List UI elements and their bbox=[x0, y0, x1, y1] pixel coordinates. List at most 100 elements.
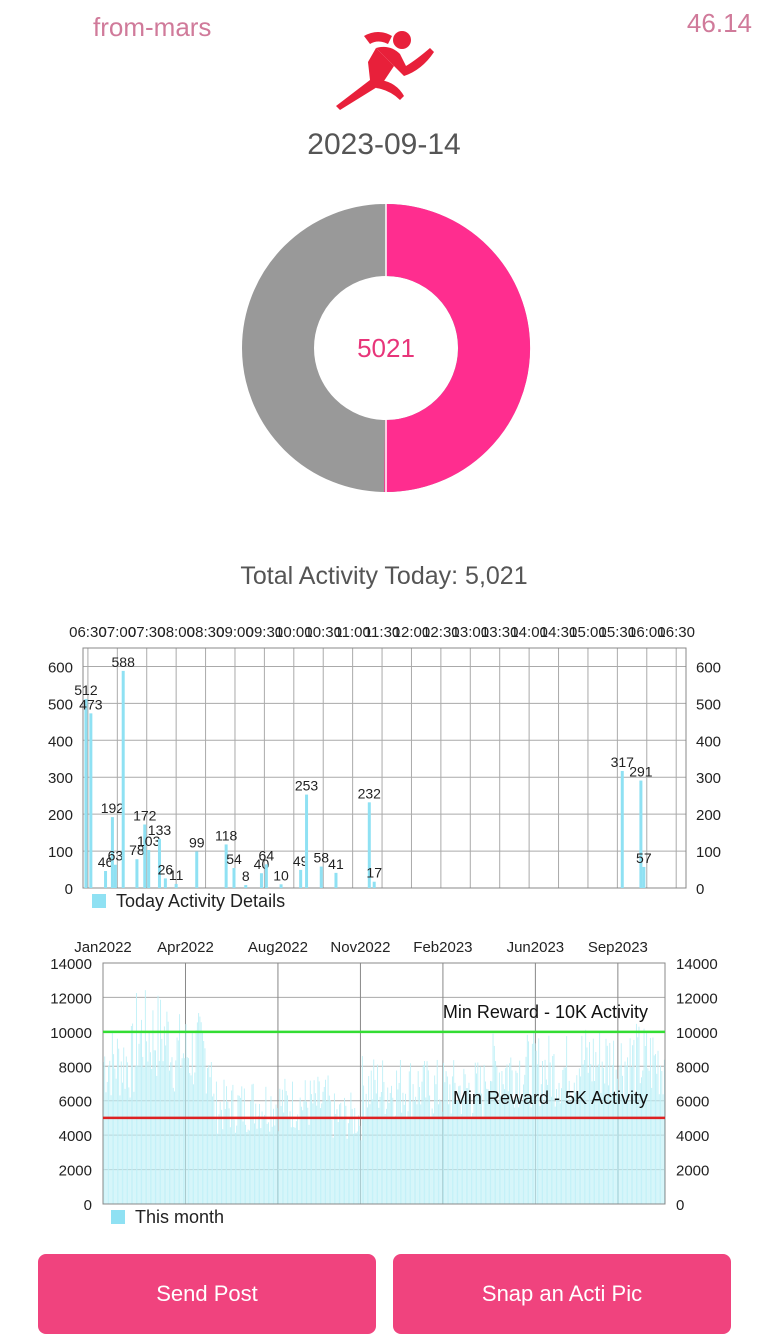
daily-activity-bar bbox=[627, 1057, 629, 1204]
daily-activity-bar bbox=[144, 990, 146, 1204]
activity-bar bbox=[84, 698, 88, 888]
daily-activity-bar bbox=[557, 1098, 559, 1204]
daily-activity-bar bbox=[161, 1038, 163, 1204]
bar-value-label: 588 bbox=[112, 654, 136, 670]
daily-activity-bar bbox=[143, 1067, 145, 1204]
activity-bar bbox=[334, 872, 338, 888]
daily-activity-bar bbox=[450, 1113, 452, 1204]
activity-bar bbox=[264, 864, 268, 888]
daily-activity-bar bbox=[254, 1123, 255, 1204]
daily-activity-bar bbox=[554, 1106, 556, 1204]
send-post-button[interactable]: Send Post bbox=[38, 1254, 376, 1334]
daily-activity-bar bbox=[629, 1038, 631, 1204]
activity-bar bbox=[135, 859, 139, 888]
daily-activity-bar bbox=[421, 1081, 423, 1204]
activity-bar bbox=[157, 838, 161, 888]
daily-activity-bar bbox=[553, 1054, 555, 1204]
snap-acti-pic-button[interactable]: Snap an Acti Pic bbox=[393, 1254, 731, 1334]
x-tick-label: 08:00 bbox=[157, 624, 195, 641]
daily-activity-bar bbox=[484, 1081, 486, 1204]
daily-activity-bar bbox=[516, 1072, 518, 1204]
daily-activity-bar bbox=[299, 1097, 301, 1204]
daily-activity-bar bbox=[542, 1060, 543, 1204]
runner-icon bbox=[336, 31, 434, 110]
daily-activity-bar bbox=[398, 1082, 400, 1204]
daily-activity-bar bbox=[226, 1086, 227, 1204]
daily-activity-bar bbox=[124, 1088, 126, 1204]
y-tick-label-left: 0 bbox=[65, 881, 73, 898]
bar-value-label: 291 bbox=[629, 764, 653, 780]
daily-activity-bar bbox=[341, 1116, 343, 1204]
daily-activity-bar bbox=[232, 1084, 234, 1204]
x-tick-label: 08:30 bbox=[187, 624, 225, 641]
daily-activity-bar bbox=[213, 1093, 215, 1204]
daily-activity-bar bbox=[430, 1116, 432, 1204]
activity-bar bbox=[279, 884, 283, 888]
daily-activity-bar bbox=[361, 1056, 363, 1204]
daily-activity-bar bbox=[434, 1075, 436, 1204]
daily-activity-bar bbox=[219, 1101, 221, 1204]
daily-activity-bar bbox=[597, 1064, 599, 1204]
daily-activity-bar bbox=[331, 1119, 333, 1204]
daily-activity-bar bbox=[663, 1059, 665, 1204]
daily-activity-bar bbox=[290, 1127, 292, 1204]
daily-activity-bar bbox=[132, 1023, 134, 1204]
daily-activity-bar bbox=[247, 1129, 249, 1204]
y-tick-label-right: 200 bbox=[696, 807, 721, 824]
daily-activity-bar bbox=[271, 1126, 273, 1204]
daily-activity-bar bbox=[137, 1065, 139, 1204]
daily-activity-bar bbox=[539, 1106, 541, 1204]
daily-activity-bar bbox=[354, 1108, 356, 1204]
daily-activity-bar bbox=[495, 1061, 497, 1204]
bar-value-label: 172 bbox=[133, 807, 157, 823]
y-tick-label-right: 300 bbox=[696, 770, 721, 787]
daily-activity-bar bbox=[104, 1056, 106, 1204]
username: from-mars bbox=[93, 12, 212, 42]
daily-activity-bar bbox=[594, 1081, 596, 1204]
daily-activity-bar bbox=[550, 1096, 552, 1204]
daily-activity-bar bbox=[218, 1114, 220, 1204]
daily-activity-bar bbox=[658, 1094, 660, 1204]
daily-activity-bar bbox=[285, 1090, 287, 1204]
daily-activity-bar bbox=[458, 1086, 460, 1204]
x-tick-label: Apr2022 bbox=[157, 939, 214, 956]
daily-activity-bar bbox=[547, 1084, 549, 1204]
daily-activity-bar bbox=[582, 1064, 584, 1204]
daily-activity-bar bbox=[600, 1092, 602, 1204]
daily-activity-bar bbox=[416, 1104, 418, 1204]
x-tick-label: 06:30 bbox=[69, 624, 107, 641]
daily-activity-bar bbox=[380, 1092, 382, 1204]
daily-activity-bar bbox=[472, 1112, 474, 1204]
daily-activity-bar bbox=[505, 1068, 507, 1204]
legend-swatch bbox=[92, 894, 106, 908]
y-tick-label-right: 0 bbox=[676, 1197, 684, 1214]
daily-activity-bar bbox=[157, 995, 159, 1204]
daily-activity-bar bbox=[346, 1138, 348, 1204]
daily-activity-bar bbox=[123, 1047, 125, 1204]
daily-activity-bar bbox=[651, 1087, 653, 1204]
daily-activity-bar bbox=[260, 1128, 262, 1204]
daily-activity-bar bbox=[214, 1119, 216, 1204]
daily-activity-bar bbox=[610, 1093, 612, 1204]
daily-activity-bar bbox=[155, 1050, 156, 1204]
x-tick-label: 11:00 bbox=[334, 624, 370, 641]
bar-value-label: 99 bbox=[189, 834, 205, 850]
daily-activity-bar bbox=[633, 1039, 635, 1204]
daily-activity-bar bbox=[222, 1129, 224, 1204]
daily-activity-bar bbox=[561, 1088, 563, 1204]
daily-activity-bar bbox=[288, 1116, 290, 1204]
bar-value-label: 26 bbox=[158, 861, 174, 877]
x-tick-label: Feb2023 bbox=[413, 939, 472, 956]
daily-activity-bar bbox=[661, 1070, 663, 1204]
daily-activity-bar bbox=[370, 1070, 372, 1204]
daily-activity-bar bbox=[473, 1097, 475, 1204]
activity-bar bbox=[113, 864, 117, 888]
daily-activity-bar bbox=[185, 1024, 187, 1204]
daily-activity-bar bbox=[463, 1068, 465, 1204]
daily-activity-bar bbox=[274, 1125, 276, 1204]
activity-bar bbox=[147, 849, 151, 888]
y-tick-label-left: 12000 bbox=[50, 990, 92, 1007]
daily-activity-bar bbox=[488, 1103, 490, 1204]
daily-activity-bar bbox=[477, 1062, 479, 1204]
daily-activity-bar bbox=[345, 1105, 347, 1204]
